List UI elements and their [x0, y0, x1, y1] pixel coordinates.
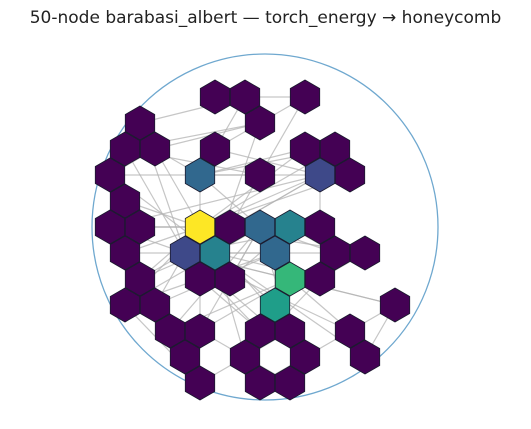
graph-node-hexagon: [199, 79, 231, 115]
graph-node-hexagon: [244, 209, 276, 245]
graph-node-hexagon: [169, 339, 201, 375]
graph-node-hexagon: [229, 339, 261, 375]
graph-node-hexagon: [304, 209, 336, 245]
graph-node-hexagon: [349, 339, 381, 375]
graph-node-hexagon: [274, 313, 306, 349]
figure-title: 50-node barabasi_albert — torch_energy →…: [29, 8, 502, 28]
graph-node-hexagon: [319, 235, 351, 271]
graph-node-hexagon: [214, 261, 246, 297]
graph-node-hexagon: [109, 235, 141, 271]
graph-node-hexagon: [184, 209, 216, 245]
graph-node-hexagon: [229, 79, 261, 115]
graph-node-hexagon: [289, 131, 321, 167]
graph-node-hexagon: [94, 209, 126, 245]
graph-node-hexagon: [109, 183, 141, 219]
graph-node-hexagon: [184, 261, 216, 297]
graph-node-hexagon: [199, 235, 231, 271]
graph-node-hexagon: [139, 287, 171, 323]
graph-node-hexagon: [274, 261, 306, 297]
graph-node-hexagon: [289, 79, 321, 115]
graph-node-hexagon: [154, 313, 186, 349]
graph-node-hexagon: [184, 365, 216, 401]
graph-node-hexagon: [244, 313, 276, 349]
graph-node-hexagon: [259, 235, 291, 271]
graph-node-hexagon: [184, 157, 216, 193]
graph-node-hexagon: [379, 287, 411, 323]
graph-edge: [124, 148, 186, 254]
graph-node-hexagon: [274, 365, 306, 401]
graph-node-hexagon: [289, 339, 321, 375]
graph-node-hexagon: [184, 313, 216, 349]
graph-node-hexagon: [319, 131, 351, 167]
graph-node-hexagon: [139, 131, 171, 167]
node-layer: [94, 79, 411, 401]
graph-node-hexagon: [274, 209, 306, 245]
graph-node-hexagon: [109, 287, 141, 323]
graph-node-hexagon: [124, 261, 156, 297]
graph-node-hexagon: [124, 105, 156, 141]
graph-node-hexagon: [259, 287, 291, 323]
graph-node-hexagon: [334, 313, 366, 349]
boundary-circle: [91, 53, 439, 401]
graph-node-hexagon: [169, 235, 201, 271]
graph-node-hexagon: [109, 131, 141, 167]
graph-node-hexagon: [199, 131, 231, 167]
graph-node-hexagon: [94, 157, 126, 193]
graph-node-hexagon: [334, 157, 366, 193]
graph-node-hexagon: [349, 235, 381, 271]
graph-node-hexagon: [124, 209, 156, 245]
graph-node-hexagon: [244, 157, 276, 193]
graph-node-hexagon: [244, 365, 276, 401]
graph-node-hexagon: [214, 209, 246, 245]
graph-node-hexagon: [304, 261, 336, 297]
graph-node-hexagon: [304, 157, 336, 193]
graph-node-hexagon: [244, 105, 276, 141]
